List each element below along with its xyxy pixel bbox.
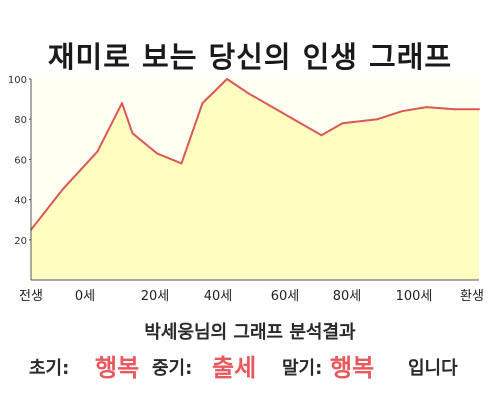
axis-layer bbox=[30, 79, 479, 281]
result-line: 초기: 행복 중기: 출세 말기: 행복 입니다 bbox=[0, 348, 500, 382]
y-tick-labels: 20 40 60 80 100 bbox=[8, 75, 31, 247]
x-tick-label: 80세 bbox=[333, 289, 362, 304]
data-point bbox=[425, 106, 428, 109]
early-label: 초기: bbox=[29, 358, 70, 379]
data-point bbox=[401, 110, 403, 113]
y-tick-label: 20 bbox=[14, 236, 27, 247]
x-tick-labels: 전생 0세 20세 40세 60세 80세 100세 환생 bbox=[19, 289, 484, 304]
data-point bbox=[271, 106, 274, 109]
area-fill bbox=[31, 79, 479, 280]
y-tick-label: 100 bbox=[8, 75, 27, 86]
data-point bbox=[131, 132, 134, 135]
ending-text: 입니다 bbox=[408, 358, 458, 379]
middle-label: 중기: bbox=[152, 358, 193, 379]
middle-value: 출세 bbox=[212, 354, 257, 382]
data-point bbox=[156, 152, 158, 155]
data-point bbox=[341, 122, 344, 125]
data-point bbox=[180, 162, 183, 165]
late-value: 행복 bbox=[330, 354, 375, 382]
y-tick-label: 80 bbox=[14, 115, 27, 126]
x-tick-label: 40세 bbox=[204, 289, 233, 304]
area-layer bbox=[30, 78, 480, 280]
data-point bbox=[121, 102, 123, 105]
x-tick-label: 60세 bbox=[271, 289, 300, 304]
analysis-summary: 박세웅님의 그래프 분석결과 bbox=[144, 322, 356, 343]
x-tick-label: 20세 bbox=[141, 289, 170, 304]
x-tick-label: 전생 bbox=[19, 289, 43, 304]
early-value: 행복 bbox=[95, 354, 140, 382]
x-tick-label: 100세 bbox=[396, 289, 433, 304]
data-point bbox=[478, 108, 480, 111]
data-point bbox=[320, 134, 323, 137]
x-tick-label: 환생 bbox=[460, 289, 484, 304]
data-point bbox=[96, 150, 99, 153]
data-point bbox=[226, 78, 228, 80]
data-point bbox=[201, 102, 204, 105]
y-tick-label: 40 bbox=[14, 196, 27, 207]
data-point bbox=[376, 118, 379, 121]
late-label: 말기: bbox=[282, 358, 323, 379]
chart-title: 재미로 보는 당신의 인생 그래프 bbox=[47, 40, 453, 74]
data-point bbox=[247, 92, 249, 95]
data-point bbox=[453, 108, 456, 111]
data-point bbox=[61, 188, 64, 191]
x-tick-label: 0세 bbox=[75, 289, 95, 304]
y-tick-label: 60 bbox=[14, 155, 27, 166]
data-point bbox=[296, 120, 298, 123]
